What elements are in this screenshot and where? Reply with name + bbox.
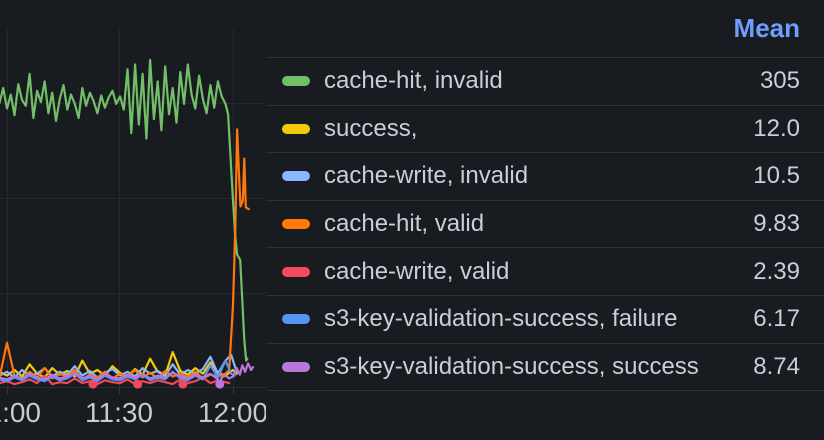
legend-row-cache-write-valid[interactable]: cache-write, valid 2.39 <box>266 248 824 296</box>
gridline-horizontal <box>0 198 266 199</box>
series-mean-value: 2.39 <box>753 257 800 285</box>
gridline-horizontal <box>0 293 266 294</box>
x-axis-line <box>0 387 266 388</box>
series-color-swatch[interactable] <box>282 219 310 230</box>
timeseries-plot[interactable]: 11:00 11:30 12:00 <box>0 0 266 440</box>
series-label[interactable]: cache-write, invalid <box>324 162 529 190</box>
x-axis-tick <box>7 388 8 394</box>
series-line-cache-write-valid <box>0 374 231 386</box>
series-point-marker-cache-write-valid <box>133 379 143 389</box>
series-label[interactable]: s3-key-validation-success, failure <box>324 305 678 333</box>
legend-row-cache-write-invalid[interactable]: cache-write, invalid 10.5 <box>266 153 824 201</box>
series-point-marker-s3-key-validation-success-success <box>215 379 225 389</box>
series-mean-value: 8.74 <box>753 352 800 380</box>
x-axis-label-1130: 11:30 <box>85 397 153 428</box>
legend-row-cache-hit-valid[interactable]: cache-hit, valid 9.83 <box>266 201 824 249</box>
series-lines-canvas <box>0 58 255 389</box>
series-mean-value: 305 <box>759 67 800 95</box>
series-label[interactable]: cache-write, valid <box>324 257 510 285</box>
legend-row-s3-key-validation-failure[interactable]: s3-key-validation-success, failure 6.17 <box>266 296 824 344</box>
series-mean-value: 9.83 <box>753 210 800 238</box>
series-line-cache-write-invalid <box>0 353 238 379</box>
legend-row-cache-hit-invalid[interactable]: cache-hit, invalid 305 <box>266 58 824 106</box>
series-point-marker-cache-write-valid <box>88 379 98 389</box>
series-color-swatch[interactable] <box>282 171 310 182</box>
gridline-vertical <box>7 28 8 387</box>
series-color-swatch[interactable] <box>282 361 310 372</box>
x-axis-tick <box>119 388 120 394</box>
legend-row-success[interactable]: success, 12.0 <box>266 106 824 154</box>
series-color-swatch[interactable] <box>282 123 310 134</box>
series-label[interactable]: cache-hit, invalid <box>324 67 503 95</box>
series-line-s3-key-validation-success-success <box>0 362 255 385</box>
x-axis-tick <box>233 388 234 394</box>
series-label[interactable]: success, <box>324 114 418 142</box>
series-color-swatch[interactable] <box>282 266 310 277</box>
legend-row-s3-key-validation-success[interactable]: s3-key-validation-success, success 8.74 <box>266 344 824 392</box>
series-mean-value: 6.17 <box>753 305 800 333</box>
gridline-vertical <box>119 28 120 387</box>
series-label[interactable]: s3-key-validation-success, success <box>324 352 699 380</box>
series-color-swatch[interactable] <box>282 76 310 87</box>
legend-mean-column-header[interactable]: Mean <box>733 13 800 43</box>
legend-table: Mean cache-hit, invalid 305 success, 12.… <box>266 0 824 440</box>
series-label[interactable]: cache-hit, valid <box>324 210 485 238</box>
series-mean-value: 12.0 <box>753 114 800 142</box>
x-axis-label-1200: 12:00 <box>197 397 266 428</box>
series-line-cache-hit-invalid <box>0 58 249 362</box>
series-point-marker-cache-write-valid <box>178 379 188 389</box>
series-color-swatch[interactable] <box>282 314 310 325</box>
series-line-s3-key-validation-success-failure <box>0 359 236 383</box>
series-line-cache-hit-valid <box>0 128 250 381</box>
series-mean-value: 10.5 <box>753 162 800 190</box>
legend-header-row: Mean <box>266 0 824 58</box>
x-axis-label-1100: 11:00 <box>0 397 41 428</box>
